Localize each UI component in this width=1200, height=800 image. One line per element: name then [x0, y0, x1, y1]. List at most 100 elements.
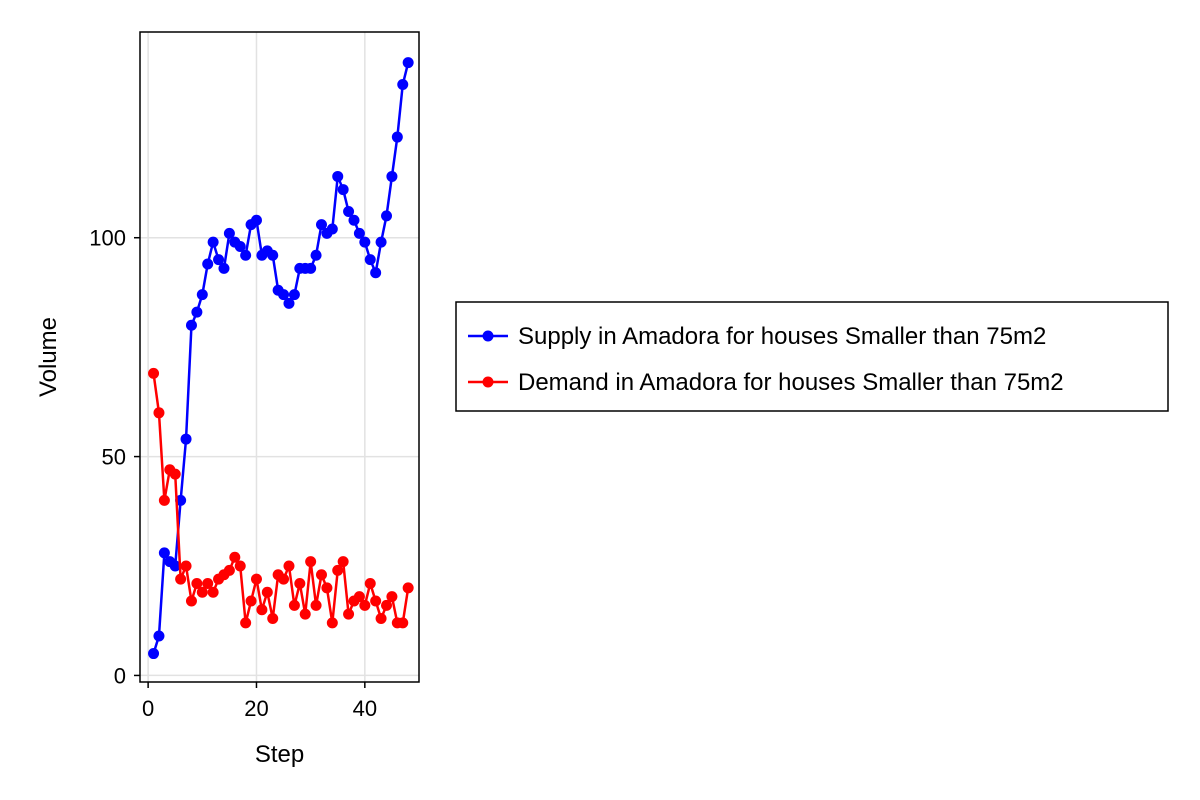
data-point: [386, 170, 398, 182]
data-point: [326, 223, 338, 235]
data-point: [380, 210, 392, 222]
data-point: [240, 249, 252, 261]
data-point: [196, 586, 208, 598]
data-point: [359, 599, 371, 611]
legend-label: Supply in Amadora for houses Smaller tha…: [518, 323, 1046, 350]
data-point: [218, 262, 230, 274]
data-point: [288, 289, 300, 301]
data-point: [191, 578, 203, 590]
data-point: [299, 608, 311, 620]
data-point: [267, 249, 279, 261]
data-point: [267, 613, 279, 625]
data-point: [353, 227, 365, 239]
axis-ticks: 0 20 40 0 50 100: [89, 226, 377, 721]
y-axis-title: Volume: [35, 317, 62, 397]
data-point: [315, 569, 327, 581]
data-point: [283, 560, 295, 572]
data-point: [169, 560, 181, 572]
data-point: [180, 560, 192, 572]
data-point: [148, 367, 160, 379]
data-point: [353, 591, 365, 603]
data-point: [370, 595, 382, 607]
data-point: [175, 573, 187, 585]
series-supply: [148, 57, 414, 660]
data-point: [245, 595, 257, 607]
data-point: [348, 214, 360, 226]
data-point: [250, 573, 262, 585]
data-point: [305, 262, 317, 274]
legend-marker: [482, 376, 494, 388]
data-point: [180, 433, 192, 445]
data-point: [256, 604, 268, 616]
data-point: [261, 586, 273, 598]
data-point: [380, 599, 392, 611]
data-point: [278, 573, 290, 585]
data-point: [386, 591, 398, 603]
data-point: [234, 560, 246, 572]
legend: Supply in Amadora for houses Smaller tha…: [455, 301, 1169, 412]
legend-label: Demand in Amadora for houses Smaller tha…: [518, 369, 1064, 396]
data-point: [332, 564, 344, 576]
data-point: [310, 249, 322, 261]
data-point: [202, 578, 214, 590]
data-point: [294, 578, 306, 590]
series-demand: [148, 367, 414, 629]
data-point: [326, 617, 338, 629]
data-point: [213, 254, 225, 266]
data-point: [158, 547, 170, 559]
series-layer: [148, 57, 414, 660]
legend-box: [455, 301, 1169, 412]
x-tick-label: 20: [244, 696, 268, 721]
y-tick-label: 0: [114, 663, 126, 688]
series-line: [152, 62, 410, 654]
data-point: [337, 184, 349, 196]
data-point: [229, 551, 241, 563]
data-point: [153, 630, 165, 642]
data-point: [359, 236, 371, 248]
data-point: [169, 468, 181, 480]
data-point: [402, 57, 414, 69]
data-point: [250, 214, 262, 226]
y-tick-label: 100: [89, 226, 126, 251]
data-point: [343, 205, 355, 217]
data-point: [185, 595, 197, 607]
data-point: [207, 236, 219, 248]
data-point: [223, 564, 235, 576]
data-point: [364, 254, 376, 266]
data-point: [310, 599, 322, 611]
data-point: [397, 79, 409, 91]
data-point: [234, 240, 246, 252]
data-point: [288, 599, 300, 611]
data-point: [153, 407, 165, 419]
data-point: [158, 494, 170, 506]
data-point: [196, 289, 208, 301]
data-point: [375, 613, 387, 625]
data-point: [185, 319, 197, 331]
data-point: [391, 131, 403, 143]
data-point: [305, 556, 317, 568]
x-tick-label: 0: [142, 696, 154, 721]
data-point: [315, 219, 327, 231]
data-point: [343, 608, 355, 620]
data-point: [207, 586, 219, 598]
data-point: [397, 617, 409, 629]
data-point: [321, 582, 333, 594]
data-point: [337, 556, 349, 568]
x-axis-title: Step: [255, 741, 304, 768]
data-point: [223, 227, 235, 239]
plot-frame: [139, 31, 420, 683]
data-point: [148, 648, 160, 660]
data-point: [332, 170, 344, 182]
data-point: [375, 236, 387, 248]
data-point: [278, 289, 290, 301]
x-tick-label: 40: [353, 696, 377, 721]
data-point: [240, 617, 252, 629]
legend-marker: [482, 330, 494, 342]
data-point: [191, 306, 203, 318]
data-point: [402, 582, 414, 594]
data-point: [370, 267, 382, 279]
data-point: [283, 297, 295, 309]
data-point: [364, 578, 376, 590]
y-tick-label: 50: [102, 445, 126, 470]
